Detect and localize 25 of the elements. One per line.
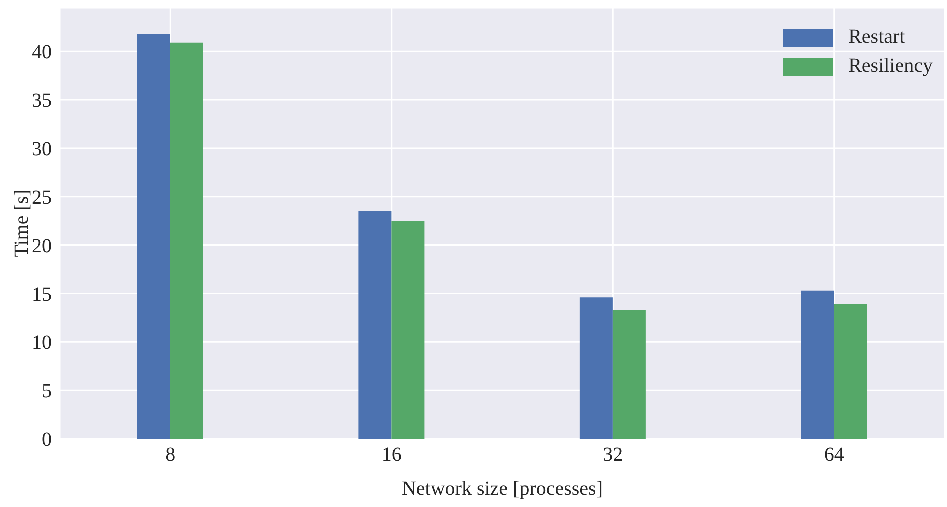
y-tick-label: 35 xyxy=(32,90,52,112)
x-tick-label: 8 xyxy=(166,444,176,466)
x-axis-title: Network size [processes] xyxy=(402,478,604,500)
y-axis-title: Time [s] xyxy=(11,190,33,258)
bar xyxy=(834,304,868,439)
bar xyxy=(137,34,170,439)
y-tick-label: 15 xyxy=(32,284,52,306)
bar xyxy=(170,42,204,439)
y-tick-label: 25 xyxy=(32,186,52,209)
bar xyxy=(580,298,613,439)
legend-label: Resiliency xyxy=(848,55,933,78)
bar xyxy=(392,221,425,439)
y-tick-label: 20 xyxy=(32,235,52,258)
y-tick-label: 10 xyxy=(32,332,52,354)
bar xyxy=(612,310,646,439)
bar xyxy=(801,290,834,439)
x-tick-label: 64 xyxy=(824,444,844,466)
y-tick-label: 30 xyxy=(32,138,52,161)
x-tick-label: 32 xyxy=(603,444,624,466)
y-tick-label: 5 xyxy=(42,380,52,403)
x-tick-label: 16 xyxy=(382,444,402,466)
legend-label: Restart xyxy=(848,26,906,49)
y-tick-label: 0 xyxy=(42,429,52,452)
y-tick-label: 40 xyxy=(32,42,52,64)
bar xyxy=(358,211,392,439)
